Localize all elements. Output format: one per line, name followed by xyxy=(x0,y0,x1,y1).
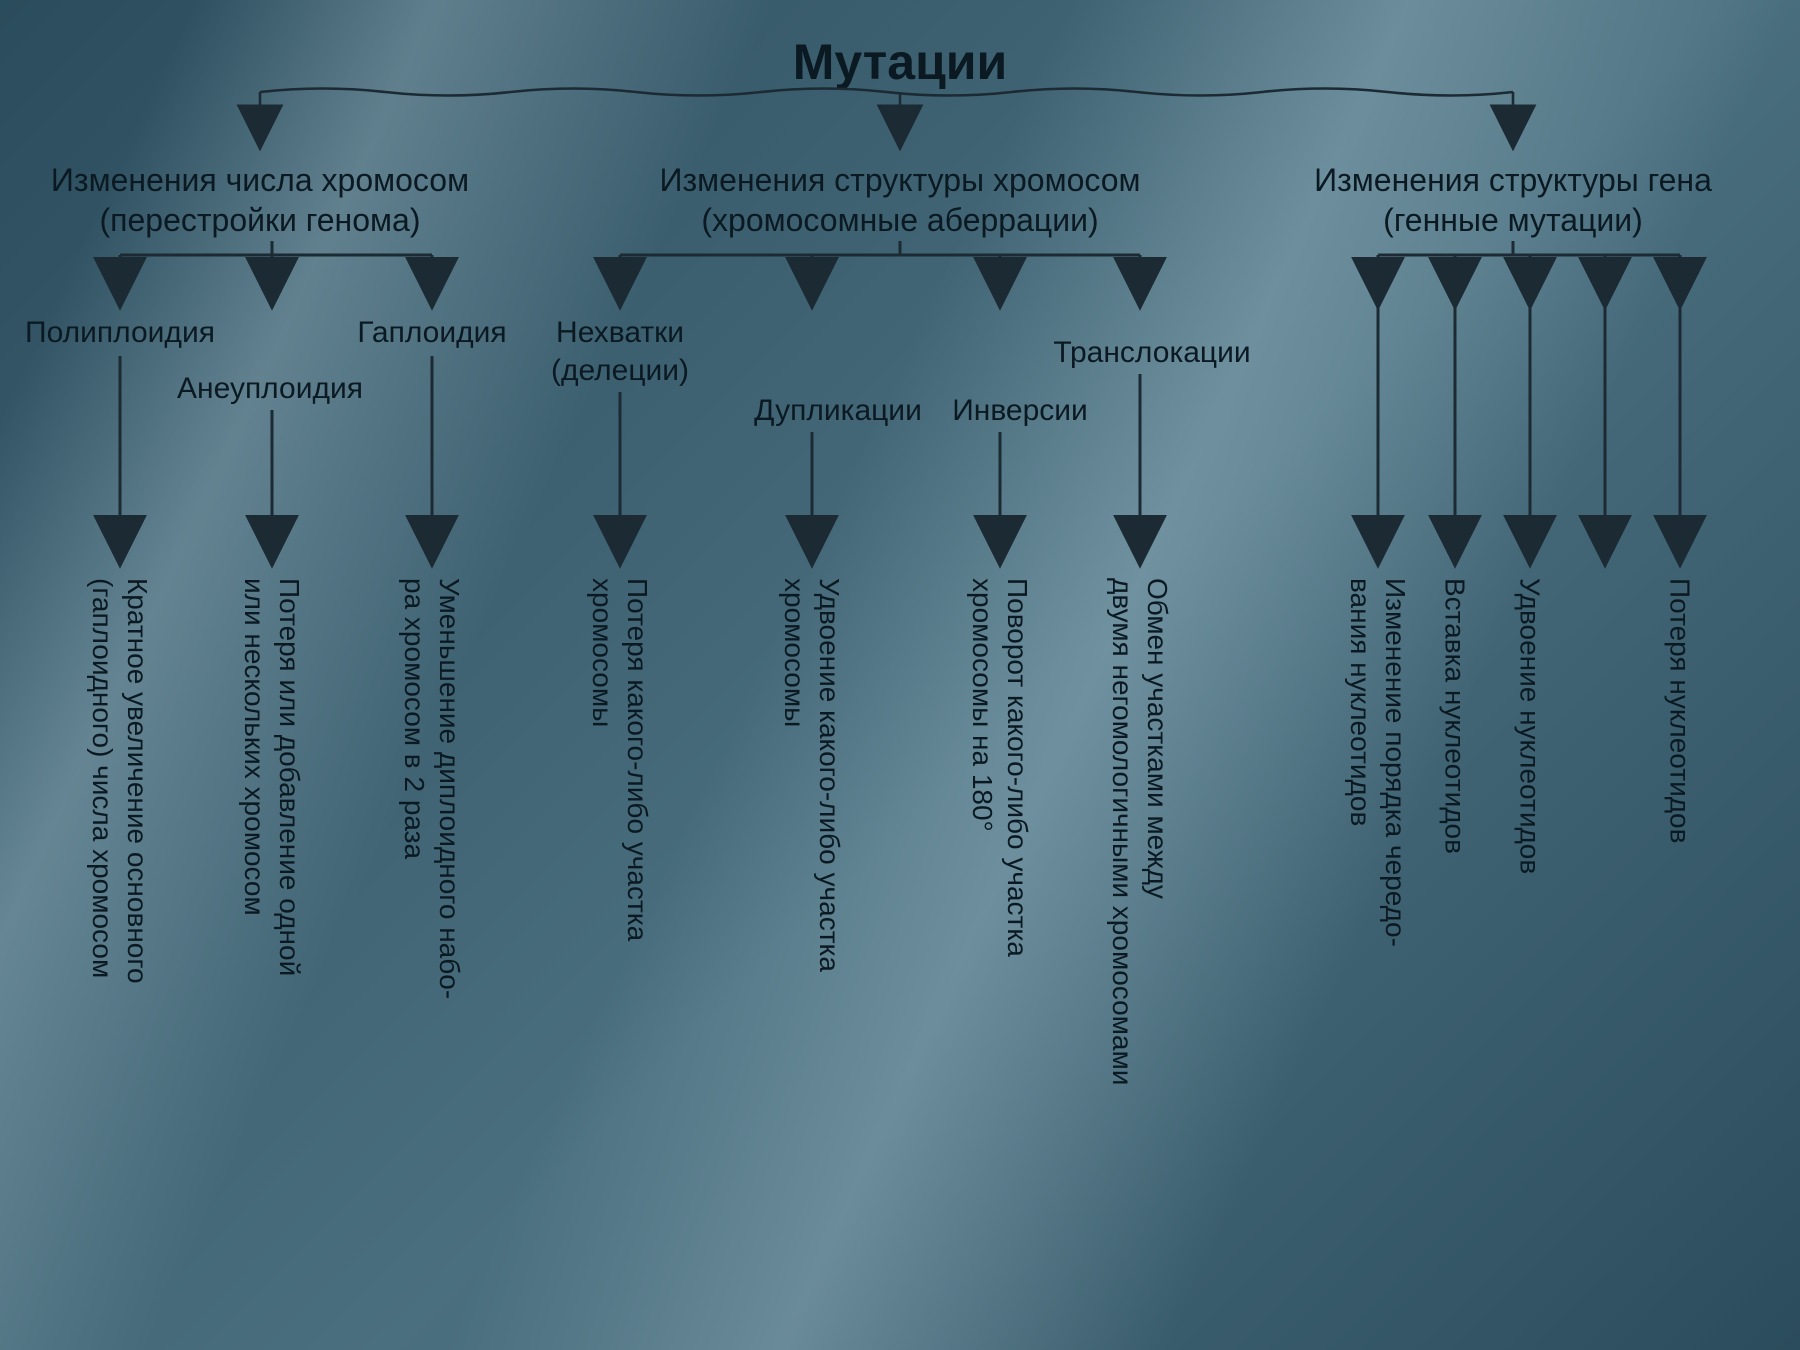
category-line2: (генные мутации) xyxy=(1383,202,1643,238)
mid-label: Нехватки xyxy=(556,316,684,350)
mid-label: Анеуплоидия xyxy=(177,372,363,406)
mid-label: Инверсии xyxy=(952,394,1088,428)
leaf-line: Обмен участками между xyxy=(1142,578,1173,899)
leaf-line: Потеря или добавление одной xyxy=(274,578,305,976)
leaf-line: Уменьшение диплоидного набо- xyxy=(434,578,465,999)
leaf-line: вания нуклеотидов xyxy=(1345,578,1376,826)
mid-label: Дупликации xyxy=(754,394,922,428)
mid-label: (делеции) xyxy=(551,354,689,388)
category-line2: (хромосомные аберрации) xyxy=(701,202,1098,238)
leaf-description: Кратное увеличение основного(гаплоидного… xyxy=(85,578,155,984)
leaf-line: Потеря нуклеотидов xyxy=(1665,578,1696,844)
category-line1: Изменения структуры хромосом xyxy=(659,162,1140,198)
category-label: Изменения числа хромосом (перестройки ген… xyxy=(51,160,469,240)
leaf-description: Поворот какого-либо участкахромосомы на … xyxy=(965,578,1035,957)
leaf-line: Изменение порядка чередо- xyxy=(1380,578,1411,947)
diagram-stage: Мутации Изменения числа хромосом (перестр… xyxy=(0,0,1800,1350)
diagram-title: Мутации xyxy=(793,33,1008,91)
leaf-line: Удвоение нуклеотидов xyxy=(1515,578,1546,874)
leaf-description: Удвоение какого-либо участкахромосомы xyxy=(777,578,847,972)
leaf-description: Потеря какого-либо участкахромосомы xyxy=(585,578,655,941)
leaf-line: хромосомы xyxy=(587,578,618,727)
category-label: Изменения структуры гена (генные мутации) xyxy=(1314,160,1712,240)
leaf-line: двумя негомологичными хромосомами xyxy=(1107,578,1138,1085)
leaf-description: Потеря или добавление однойили нескольки… xyxy=(237,578,307,976)
leaf-description: Вставка нуклеотидов xyxy=(1438,578,1473,854)
leaf-description: Удвоение нуклеотидов xyxy=(1513,578,1548,874)
mid-label: Полиплоидия xyxy=(25,316,215,350)
category-line2: (перестройки генома) xyxy=(100,202,421,238)
leaf-line: хромосомы на 180° xyxy=(967,578,998,832)
mid-label: Гаплоидия xyxy=(357,316,506,350)
mid-label: Транслокации xyxy=(1053,336,1250,370)
leaf-description: Изменение порядка чередо-вания нуклеотид… xyxy=(1343,578,1413,947)
leaf-line: Вставка нуклеотидов xyxy=(1440,578,1471,854)
category-line1: Изменения структуры гена xyxy=(1314,162,1712,198)
category-line1: Изменения числа хромосом xyxy=(51,162,469,198)
leaf-description: Обмен участками междудвумя негомологичны… xyxy=(1105,578,1175,1085)
leaf-line: или нескольких хромосом xyxy=(239,578,270,916)
leaf-line: ра хромосом в 2 раза xyxy=(399,578,430,859)
category-label: Изменения структуры хромосом (хромосомные… xyxy=(659,160,1140,240)
leaf-line: Поворот какого-либо участка xyxy=(1002,578,1033,957)
leaf-line: Кратное увеличение основного xyxy=(122,578,153,984)
leaf-description: Уменьшение диплоидного набо-ра хромосом … xyxy=(397,578,467,999)
leaf-line: Удвоение какого-либо участка xyxy=(814,578,845,972)
leaf-line: хромосомы xyxy=(779,578,810,727)
leaf-description: Потеря нуклеотидов xyxy=(1663,578,1698,844)
leaf-line: (гаплоидного) числа хромосом xyxy=(87,578,118,978)
leaf-line: Потеря какого-либо участка xyxy=(622,578,653,941)
